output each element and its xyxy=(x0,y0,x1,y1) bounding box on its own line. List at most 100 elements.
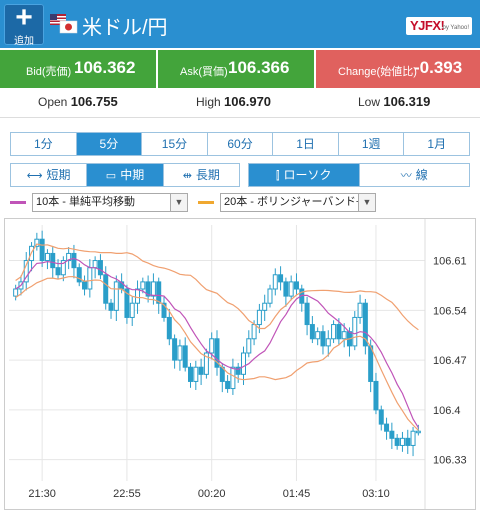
add-button[interactable]: + 追加 xyxy=(4,2,44,47)
candle-body xyxy=(129,302,135,318)
logo-text: YJFX! xyxy=(410,18,445,33)
candle-body xyxy=(23,260,29,283)
candle-body xyxy=(325,338,331,347)
candle-body xyxy=(389,430,395,439)
indicator-2: 20本 - ボリンジャーバンド+1 ▼ xyxy=(198,193,376,213)
price-chart[interactable]: 106.61 106.54 106.47 106.4 106.33 21:30 22:55 0… xyxy=(4,218,476,510)
period-medium-button[interactable]: ▭ 中期 xyxy=(87,164,164,186)
candle-body xyxy=(272,274,278,290)
candle-body xyxy=(304,302,310,326)
ma-legend-line xyxy=(10,201,26,204)
low-stat: Low 106.319 xyxy=(358,94,430,109)
candle-body xyxy=(384,423,390,432)
high-value: 106.970 xyxy=(224,94,272,109)
header-bar: + 追加 米ドル/円 YJFX! by Yahoo! xyxy=(0,0,480,48)
candle-body xyxy=(399,437,405,446)
candle-body xyxy=(283,281,289,297)
x-tick-label: 00:20 xyxy=(198,488,226,500)
expand-icon: ⟷ xyxy=(26,170,43,182)
candlestick-label: ローソク xyxy=(283,168,332,182)
candle-body xyxy=(336,324,342,340)
indicator-1-select[interactable]: 10本 - 単純平均移動 ▼ xyxy=(32,193,188,212)
candle-body xyxy=(166,316,172,340)
indicator-1: 10本 - 単純平均移動 ▼ xyxy=(10,193,188,213)
candle-body xyxy=(71,252,77,269)
candle-body xyxy=(240,352,246,375)
indicator-1-label: 10本 - 単純平均移動 xyxy=(36,196,136,208)
candle-body xyxy=(39,238,45,262)
candle-body xyxy=(193,366,199,382)
bid-value: 106.362 xyxy=(74,58,136,77)
candle-body xyxy=(331,324,337,340)
currency-flags-icon xyxy=(50,14,78,34)
candle-body xyxy=(320,331,326,347)
candle-body xyxy=(172,338,178,361)
compress-icon: ⇹ xyxy=(182,170,192,182)
y-tick-label: 106.54 xyxy=(433,305,467,317)
line-button[interactable]: 〰線 xyxy=(359,164,469,186)
change-label: Change(始値比) xyxy=(338,66,417,78)
candle-body xyxy=(44,252,50,262)
high-stat: High 106.970 xyxy=(196,94,271,109)
tab-15min[interactable]: 15分 xyxy=(142,133,208,155)
candle-body xyxy=(246,338,252,354)
candle-body xyxy=(60,260,66,276)
candle-body xyxy=(341,331,347,340)
indicator-2-label: 20本 - ボリンジャーバンド+1 xyxy=(224,196,369,208)
divider xyxy=(0,117,480,118)
y-tick-label: 106.33 xyxy=(433,455,467,467)
candle-body xyxy=(362,302,368,347)
candle-body xyxy=(256,309,262,326)
period-medium-label: 中期 xyxy=(120,168,145,182)
x-tick-label: 03:10 xyxy=(362,488,390,500)
candle-body xyxy=(113,281,119,311)
bid-panel[interactable]: Bid(売価) 106.362 xyxy=(0,50,156,88)
candle-body xyxy=(225,380,231,390)
candle-body xyxy=(378,409,384,425)
candle-body xyxy=(415,430,421,434)
candlestick-icon: ⫿ xyxy=(275,170,280,182)
candle-body xyxy=(34,238,40,247)
period-long-button[interactable]: ⇹ 長期 xyxy=(163,164,239,186)
candle-body xyxy=(177,345,183,361)
ask-label: Ask(買価) xyxy=(180,66,228,78)
tab-60min[interactable]: 60分 xyxy=(207,133,274,155)
window-icon: ▭ xyxy=(105,170,117,182)
change-value: -0.393 xyxy=(414,58,463,77)
candle-body xyxy=(278,274,284,283)
candle-body xyxy=(352,316,358,347)
candle-body xyxy=(214,338,220,368)
tab-1week[interactable]: 1週 xyxy=(338,133,405,155)
change-panel: Change(始値比) -0.393 xyxy=(316,50,480,88)
period-short-label: 短期 xyxy=(46,168,71,182)
broker-logo: YJFX! by Yahoo! xyxy=(406,17,472,35)
x-tick-label: 22:55 xyxy=(113,488,141,500)
period-short-button[interactable]: ⟷ 短期 xyxy=(11,164,88,186)
tab-1min[interactable]: 1分 xyxy=(11,133,77,155)
add-button-label: 追加 xyxy=(14,36,34,47)
candle-body xyxy=(76,267,82,283)
candle-body xyxy=(156,281,162,304)
bid-label: Bid(売価) xyxy=(26,66,72,78)
candle-body xyxy=(262,302,268,311)
candle-body xyxy=(87,267,93,290)
candle-body xyxy=(55,267,61,276)
candle-body xyxy=(82,281,88,290)
candle-body xyxy=(293,281,299,290)
timeframe-selector: 1分 5分 15分 60分 1日 1週 1月 xyxy=(10,132,470,156)
candle-body xyxy=(135,288,141,304)
indicator-2-select[interactable]: 20本 - ボリンジャーバンド+1 ▼ xyxy=(220,193,376,212)
chevron-down-icon: ▼ xyxy=(170,194,187,211)
tab-1month[interactable]: 1月 xyxy=(404,133,470,155)
tab-1day[interactable]: 1日 xyxy=(273,133,339,155)
candle-body xyxy=(410,430,416,446)
candle-body xyxy=(357,302,363,318)
tab-5min[interactable]: 5分 xyxy=(76,133,143,155)
candle-body xyxy=(150,281,156,297)
candlestick-button[interactable]: ⫿ ローソク xyxy=(249,164,360,186)
candle-body xyxy=(66,252,72,262)
candle-body xyxy=(373,380,379,411)
ask-panel[interactable]: Ask(買価) 106.366 xyxy=(158,50,314,88)
candle-body xyxy=(13,288,19,297)
period-selector: ⟷ 短期 ▭ 中期 ⇹ 長期 xyxy=(10,163,240,187)
